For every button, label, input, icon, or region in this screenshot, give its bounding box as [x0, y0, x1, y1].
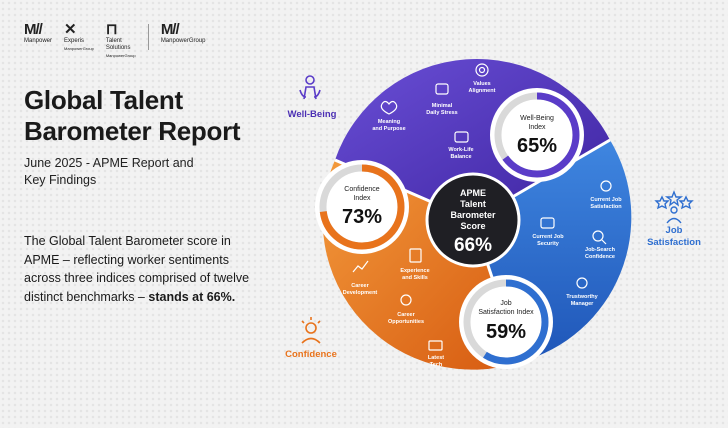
center-score-line4: Score — [460, 221, 485, 231]
manpowergroup-logo: M// ManpowerGroup — [160, 21, 206, 45]
benchmark-tech-1: Latest — [428, 355, 444, 361]
worklife-icon — [454, 131, 469, 143]
meaning-heart-icon — [380, 100, 398, 115]
job-index-label1: Job — [500, 300, 511, 307]
center-score-value: 66% — [454, 235, 492, 256]
values-target-icon — [475, 63, 489, 77]
job-satisfaction-stars-icon — [654, 190, 694, 224]
benchmark-jobsec-1: Current Job — [532, 234, 564, 240]
benchmark-jobsearch-1: Job-Search — [585, 247, 616, 253]
logo-bar: M// Manpower ✕ Experis ManpowerGroup ⊓ T… — [24, 22, 206, 59]
benchmark-careerdev-2: Development — [343, 290, 378, 296]
summary-paragraph: The Global Talent Barometer score in APM… — [24, 234, 250, 304]
latest-tech-icon — [428, 340, 443, 351]
job-satisfaction-index-gauge — [459, 275, 553, 369]
benchmark-jobsat-1: Current Job — [590, 197, 622, 203]
job-satisfaction-icon — [600, 180, 612, 192]
wellbeing-index-gauge — [490, 88, 584, 182]
center-score-line1: APME — [460, 188, 486, 198]
wellbeing-side-label: Well-Being — [288, 109, 337, 120]
job-side-label-2: Satisfaction — [647, 237, 701, 248]
benchmark-stress-1: Minimal — [432, 103, 453, 109]
job-index-value: 59% — [486, 321, 526, 343]
benchmark-jobsearch-2: Confidence — [585, 254, 615, 260]
wellbeing-index-label2: Index — [528, 124, 546, 131]
benchmark-values-1: Values — [473, 81, 490, 87]
job-search-icon — [592, 230, 604, 242]
benchmark-manager-2: Manager — [571, 301, 594, 307]
benchmark-meaning-1: Meaning — [378, 119, 400, 125]
talent-solutions-logo: ⊓ Talent Solutions ManpowerGroup — [105, 21, 136, 59]
wellbeing-person-icon — [299, 75, 321, 100]
benchmark-careeropp-1: Career — [397, 312, 415, 318]
confidence-side-label: Confidence — [285, 349, 337, 360]
benchmark-worklife-1: Work-Life — [448, 147, 473, 153]
benchmark-manager-1: Trustworthy — [566, 294, 598, 300]
benchmark-values-2: Alignment — [469, 88, 496, 94]
experis-logo: ✕ Experis ManpowerGroup — [64, 21, 94, 52]
center-score — [425, 172, 521, 268]
confidence-index-label2: Index — [353, 195, 371, 202]
benchmark-tech-2: Tech — [430, 362, 443, 368]
benchmark-stress-2: Daily Stress — [426, 110, 458, 116]
benchmark-meaning-2: and Purpose — [372, 126, 405, 132]
job-index-label2: Satisfaction Index — [478, 309, 534, 316]
benchmark-experience-1: Experience — [400, 268, 429, 274]
wellbeing-index-value: 65% — [517, 135, 557, 157]
center-score-line3: Barometer — [450, 210, 496, 220]
center-score-line2: Talent — [460, 199, 486, 209]
career-opp-icon — [400, 294, 412, 306]
confidence-person-icon — [301, 317, 321, 344]
report-header: Global Talent Barometer Report June 2025… — [24, 85, 274, 189]
job-side-label-1: Job — [666, 225, 683, 236]
report-subtitle: June 2025 - APME Report and Key Findings — [24, 156, 194, 187]
job-security-icon — [540, 217, 555, 229]
confidence-index-value: 73% — [342, 206, 382, 228]
manager-icon — [576, 277, 588, 289]
benchmark-worklife-2: Balance — [450, 154, 471, 160]
manpower-logo: M// Manpower — [24, 21, 53, 45]
report-title: Global Talent Barometer Report — [24, 85, 241, 146]
benchmark-careerdev-1: Career — [351, 283, 369, 289]
benchmark-careeropp-2: Opportunities — [388, 319, 424, 325]
confidence-index-gauge — [315, 160, 409, 254]
wellbeing-index-label1: Well-Being — [520, 115, 554, 122]
logo-divider — [147, 24, 149, 50]
confidence-index-label1: Confidence — [344, 186, 380, 193]
benchmark-experience-2: and Skills — [402, 275, 428, 281]
benchmark-jobsat-2: Satisfaction — [590, 204, 622, 210]
experience-icon — [409, 248, 422, 263]
career-dev-icon — [352, 260, 369, 273]
stress-icon — [435, 83, 449, 95]
benchmark-jobsec-2: Security — [537, 241, 560, 247]
